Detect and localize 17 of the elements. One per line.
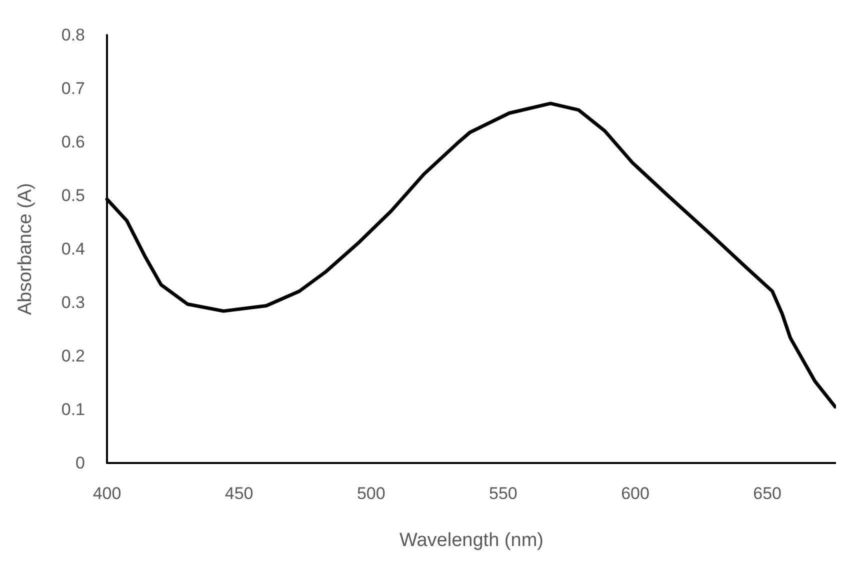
y-tick-label: 0 [76, 454, 85, 472]
y-tick-label: 0.7 [61, 79, 85, 98]
y-tick-label: 0.6 [61, 132, 85, 152]
y-tick-label: 0.2 [61, 346, 85, 366]
x-tick-label: 400 [92, 484, 122, 503]
x-tick-label: 550 [489, 484, 518, 503]
x-tick-label: 500 [356, 484, 386, 503]
x-tick-label: 600 [621, 484, 650, 503]
x-tick-label: 450 [224, 484, 254, 503]
x-axis-title: Wavelength (nm) [400, 530, 544, 551]
y-tick-label: 0.1 [61, 400, 85, 419]
x-tick-label: 650 [753, 484, 782, 503]
y-tick-label: 0.8 [61, 26, 85, 44]
y-tick-label: 0.5 [61, 186, 85, 205]
y-axis-title: Absorbance (A) [15, 182, 36, 316]
y-tick-label: 0.3 [61, 293, 85, 312]
y-tick-label: 0.4 [61, 240, 85, 258]
